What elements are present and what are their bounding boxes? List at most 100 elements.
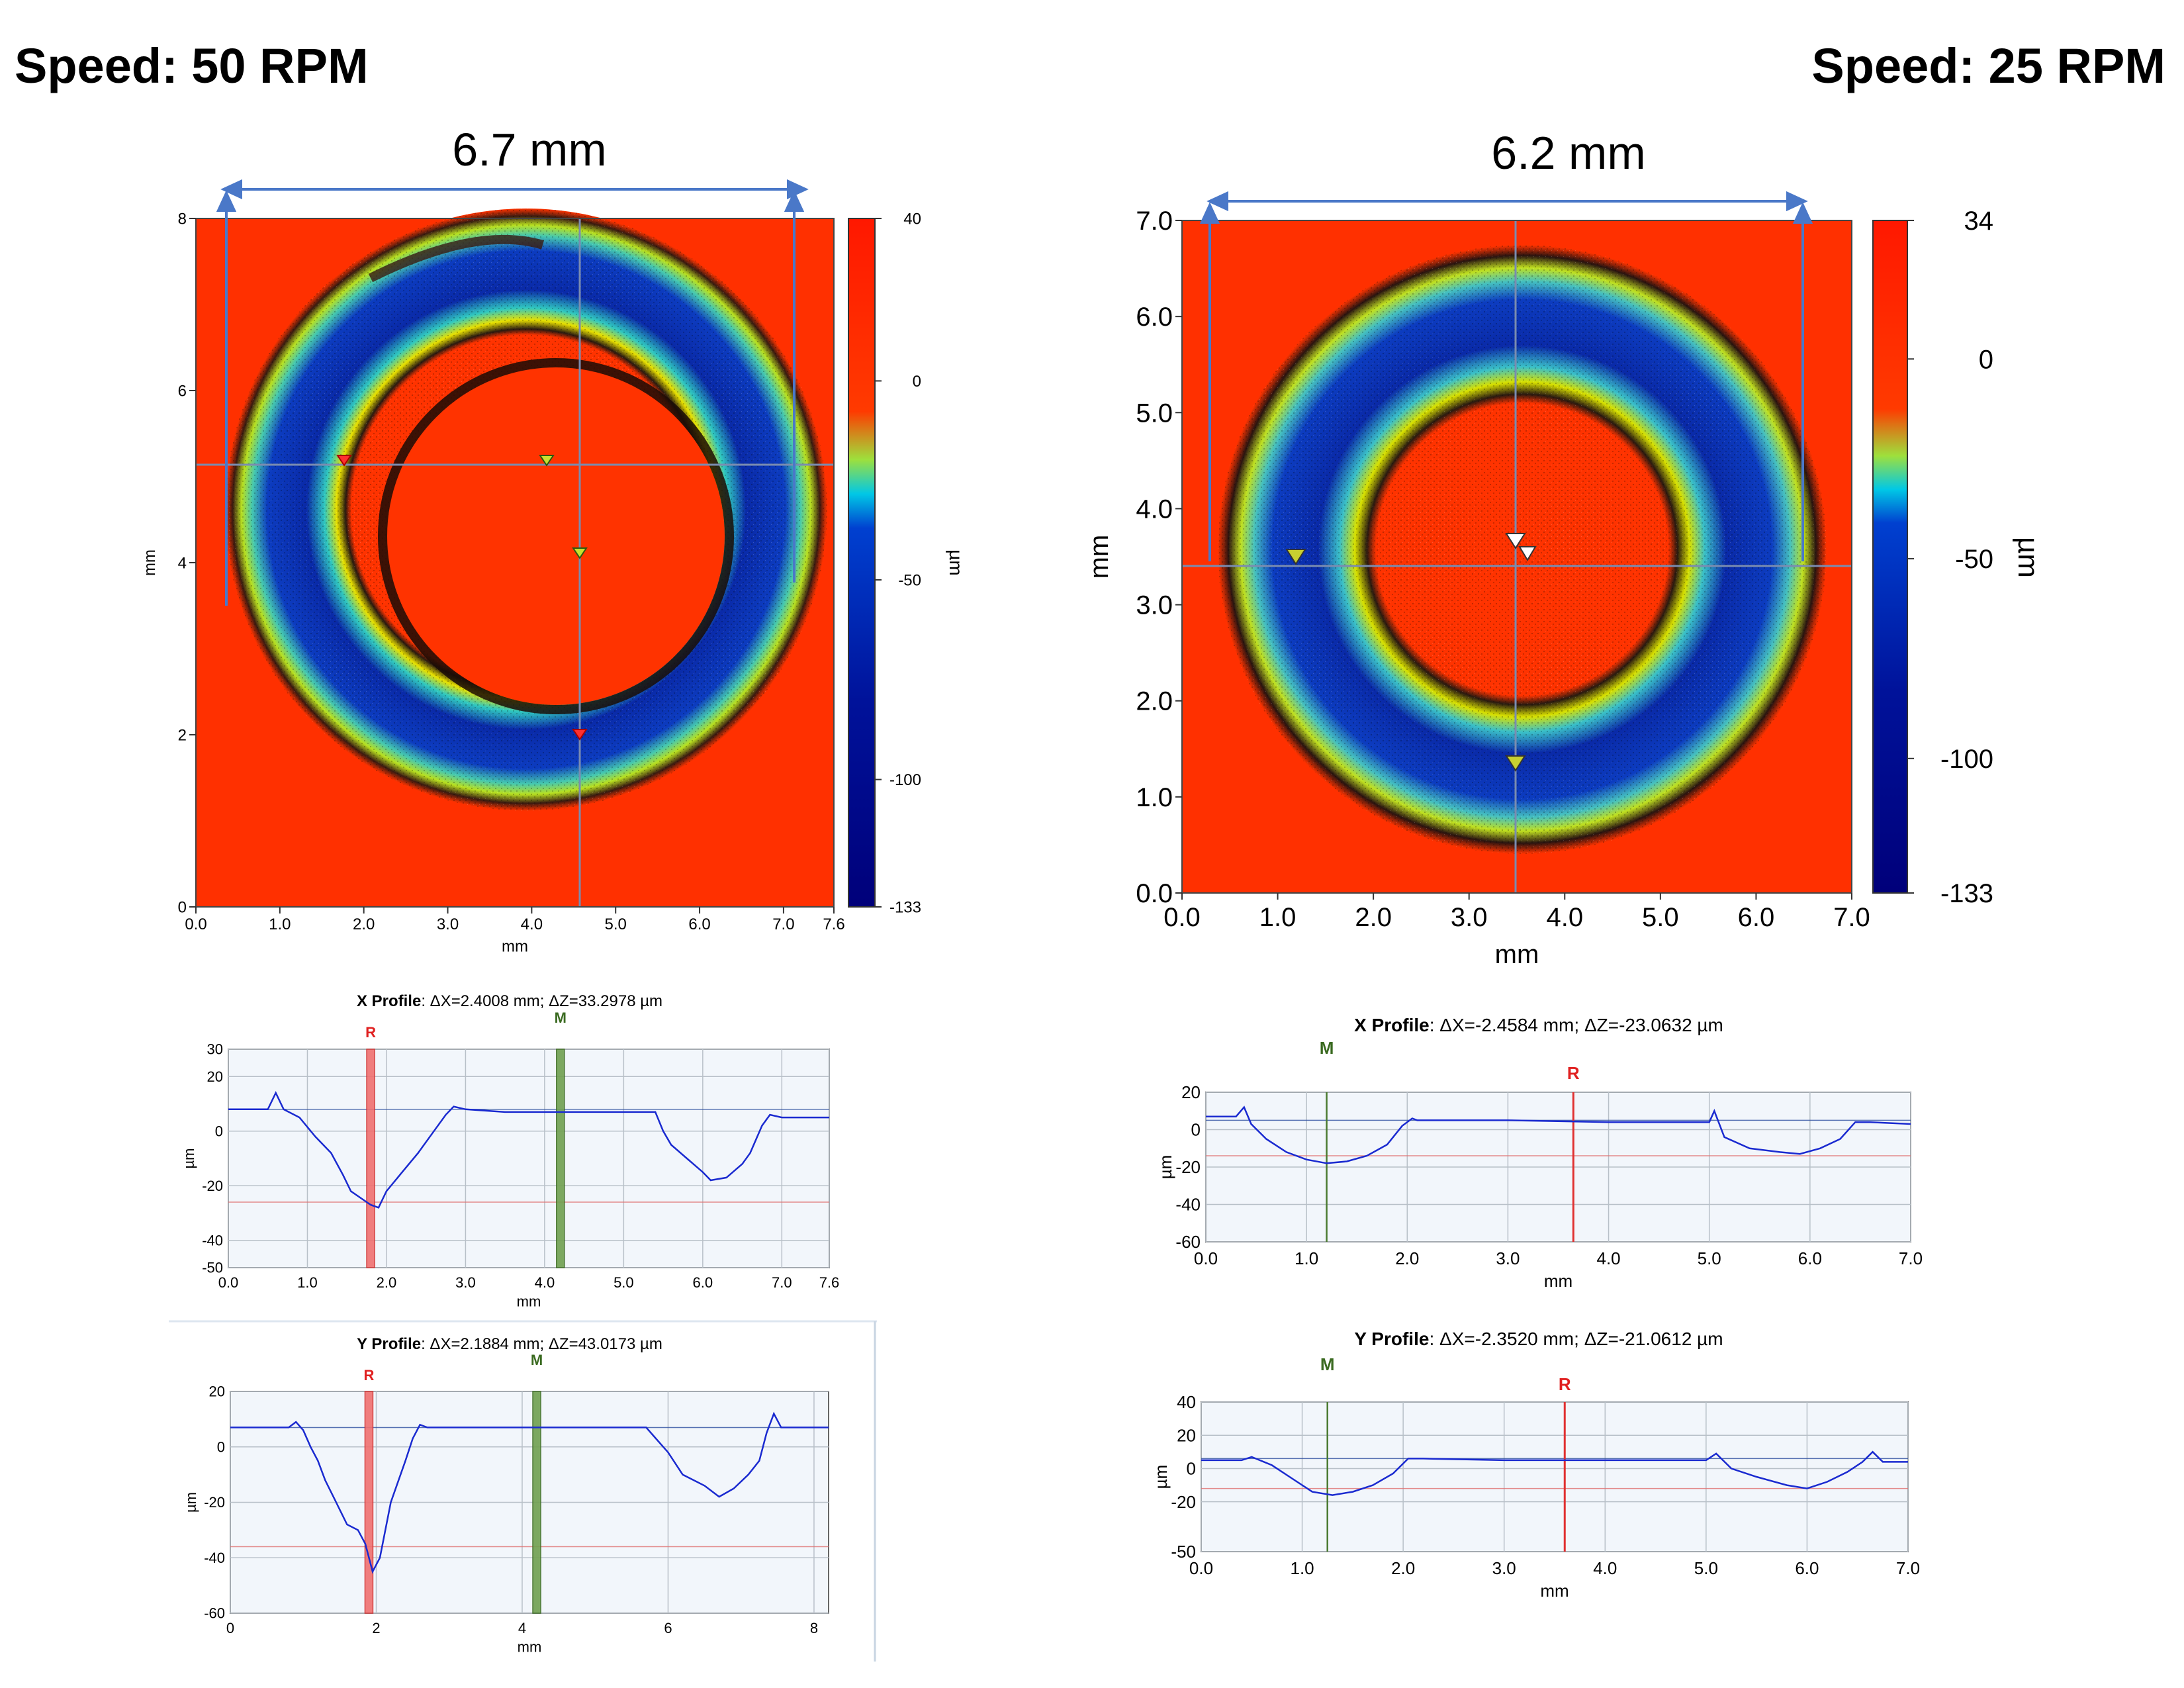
x-tick-label: 7.6 [823, 915, 844, 933]
colorbar-tick-label: -100 [1940, 745, 1993, 774]
cursor-m-band [556, 1049, 565, 1268]
x-axis-label: mm [518, 1639, 542, 1656]
y-tick-label: -40 [204, 1550, 225, 1566]
x-tick-label: 4.0 [535, 1274, 555, 1291]
colorbar-tick-label: -133 [889, 898, 921, 916]
y-profile-title-50rpm: Y Profile: ΔX=2.1884 mm; ΔZ=43.0173 µm [357, 1335, 662, 1353]
y-tick-label: -20 [1175, 1157, 1201, 1177]
colorbar-tick-label: -50 [898, 571, 921, 589]
x-tick-label: 2.0 [1355, 903, 1392, 932]
y-tick-label: 8 [178, 210, 187, 228]
profile-y-profile-50rpm: 0 2 4 6 8 20 0 -20 -40 -60 mm µm R M [183, 1352, 829, 1656]
y-tick-label: 4.0 [1136, 494, 1173, 524]
marker-r-bottom [572, 729, 588, 741]
profile-series-line [1206, 1105, 1911, 1164]
x-tick-label: 2 [372, 1620, 380, 1636]
colorbar-tick-label: 0 [1979, 345, 1993, 374]
colorbar-tick-label: 40 [903, 210, 921, 228]
x-tick-label: 5.0 [1642, 903, 1679, 932]
x-tick-label: 3.0 [1451, 903, 1488, 932]
x-tick-label: 1.0 [1290, 1558, 1314, 1578]
surface-map-50rpm [196, 209, 834, 907]
y-tick-label: -50 [202, 1260, 223, 1276]
x-tick-label: 4.0 [1596, 1248, 1620, 1268]
spiral-streak [368, 234, 545, 283]
y-tick-label: -20 [202, 1178, 223, 1194]
marker-center-1 [1505, 533, 1526, 549]
y-tick-label: 3.0 [1136, 591, 1173, 620]
cursor-m-label: M [531, 1352, 543, 1368]
y-tick-label: 0 [215, 1123, 223, 1139]
marker-m-bottom [1505, 755, 1526, 772]
width-label-right: 6.2 mm [1491, 127, 1645, 179]
y-tick-label: 4 [178, 554, 187, 572]
inner-flat [387, 367, 725, 705]
x-tick-label: 7.0 [772, 915, 794, 933]
profile-series-line [230, 1411, 829, 1574]
x-tick-label: 7.0 [1899, 1248, 1923, 1268]
x-tick-label: 7.6 [819, 1274, 840, 1291]
width-label-left: 6.7 mm [452, 124, 606, 175]
x-axis-label: mm [1540, 1581, 1569, 1601]
x-tick-label: 6 [664, 1620, 672, 1636]
y-tick-label: 20 [1181, 1082, 1201, 1102]
x-tick-label: 7.0 [1833, 903, 1870, 932]
cursor-r-label: R [1567, 1063, 1580, 1083]
y-tick-label: -40 [1175, 1195, 1201, 1215]
x-tick-label: 5.0 [614, 1274, 634, 1291]
plot-area [228, 1049, 830, 1268]
map-axes-25rpm: 0.0 1.0 2.0 3.0 4.0 5.0 6.0 7.0 0.0 1.0 2.0 3.0 4.0 5… [1085, 207, 1870, 969]
marker-m-center [572, 547, 588, 559]
x-tick-label: 1.0 [297, 1274, 318, 1291]
width-arrow-50rpm [216, 179, 809, 606]
y-tick-label: 6 [178, 382, 187, 400]
y-tick-label: 40 [1177, 1392, 1196, 1412]
width-arrow-25rpm [1199, 191, 1813, 561]
cursor-r-label: R [364, 1367, 375, 1383]
x-tick-label: 4.0 [1546, 903, 1583, 932]
colorbar-ticks-50rpm: 40 0 -50 -100 -133 [875, 210, 921, 916]
speed-label-left: Speed: 50 RPM [15, 38, 369, 93]
cursor-m-band [532, 1391, 541, 1614]
x-tick-label: 1.0 [1259, 903, 1297, 932]
cursor-r-label: R [1559, 1374, 1571, 1394]
profile-y-profile-25rpm: 0.0 1.0 2.0 3.0 4.0 5.0 6.0 7.0 40 20 0 -20 -50 mm µm R… [1151, 1354, 1920, 1601]
x-axis-label: mm [1495, 940, 1539, 969]
marker-center-2 [1518, 546, 1537, 561]
x-tick-label: 8 [810, 1620, 818, 1636]
colorbar-50rpm [848, 218, 876, 908]
y-tick-label: -50 [1171, 1542, 1196, 1562]
marker-m-left [1285, 549, 1306, 565]
x-tick-label: 1.0 [1295, 1248, 1318, 1268]
x-profile-title-25rpm: X Profile: ΔX=-2.4584 mm; ΔZ=-23.0632 µm [1354, 1015, 1723, 1035]
x-tick-label: 5.0 [1694, 1558, 1718, 1578]
x-tick-label: 6.0 [688, 915, 710, 933]
colorbar-tick-label: 34 [1964, 207, 1994, 236]
y-axis-label: µm [181, 1148, 197, 1168]
y-tick-label: 2 [178, 726, 187, 744]
marker-r-top [336, 455, 352, 467]
x-tick-label: 3.0 [1492, 1558, 1516, 1578]
x-tick-label: 0.0 [1189, 1558, 1213, 1578]
profile-series-line [228, 1091, 829, 1209]
map-frame-25rpm [1181, 220, 1852, 894]
y-axis-label: µm [1156, 1155, 1175, 1180]
y-tick-label: -40 [202, 1232, 223, 1248]
colorbar-tick-label: 0 [913, 373, 921, 391]
x-tick-label: 3.0 [437, 915, 459, 933]
x-tick-label: 6.0 [1738, 903, 1775, 932]
x-axis-label: mm [502, 938, 528, 956]
y-tick-label: 2.0 [1136, 687, 1173, 716]
x-tick-label: 5.0 [605, 915, 627, 933]
x-tick-label: 6.0 [1798, 1248, 1822, 1268]
profile-x-profile-50rpm: 0.0 1.0 2.0 3.0 4.0 5.0 6.0 7.0 7.6 30 20 0 -20 -40 -5… [181, 1009, 839, 1310]
cursor-r-band [364, 1391, 374, 1614]
cursor-m-label: M [1320, 1038, 1334, 1058]
y-tick-label: 0 [1187, 1459, 1196, 1479]
y-tick-label: 20 [209, 1383, 225, 1400]
y-tick-label: 6.0 [1136, 303, 1173, 332]
plot-area [1201, 1401, 1909, 1552]
x-tick-label: 2.0 [377, 1274, 397, 1291]
speed-label-right: Speed: 25 RPM [1811, 38, 2165, 93]
marker-m-top [539, 455, 555, 467]
